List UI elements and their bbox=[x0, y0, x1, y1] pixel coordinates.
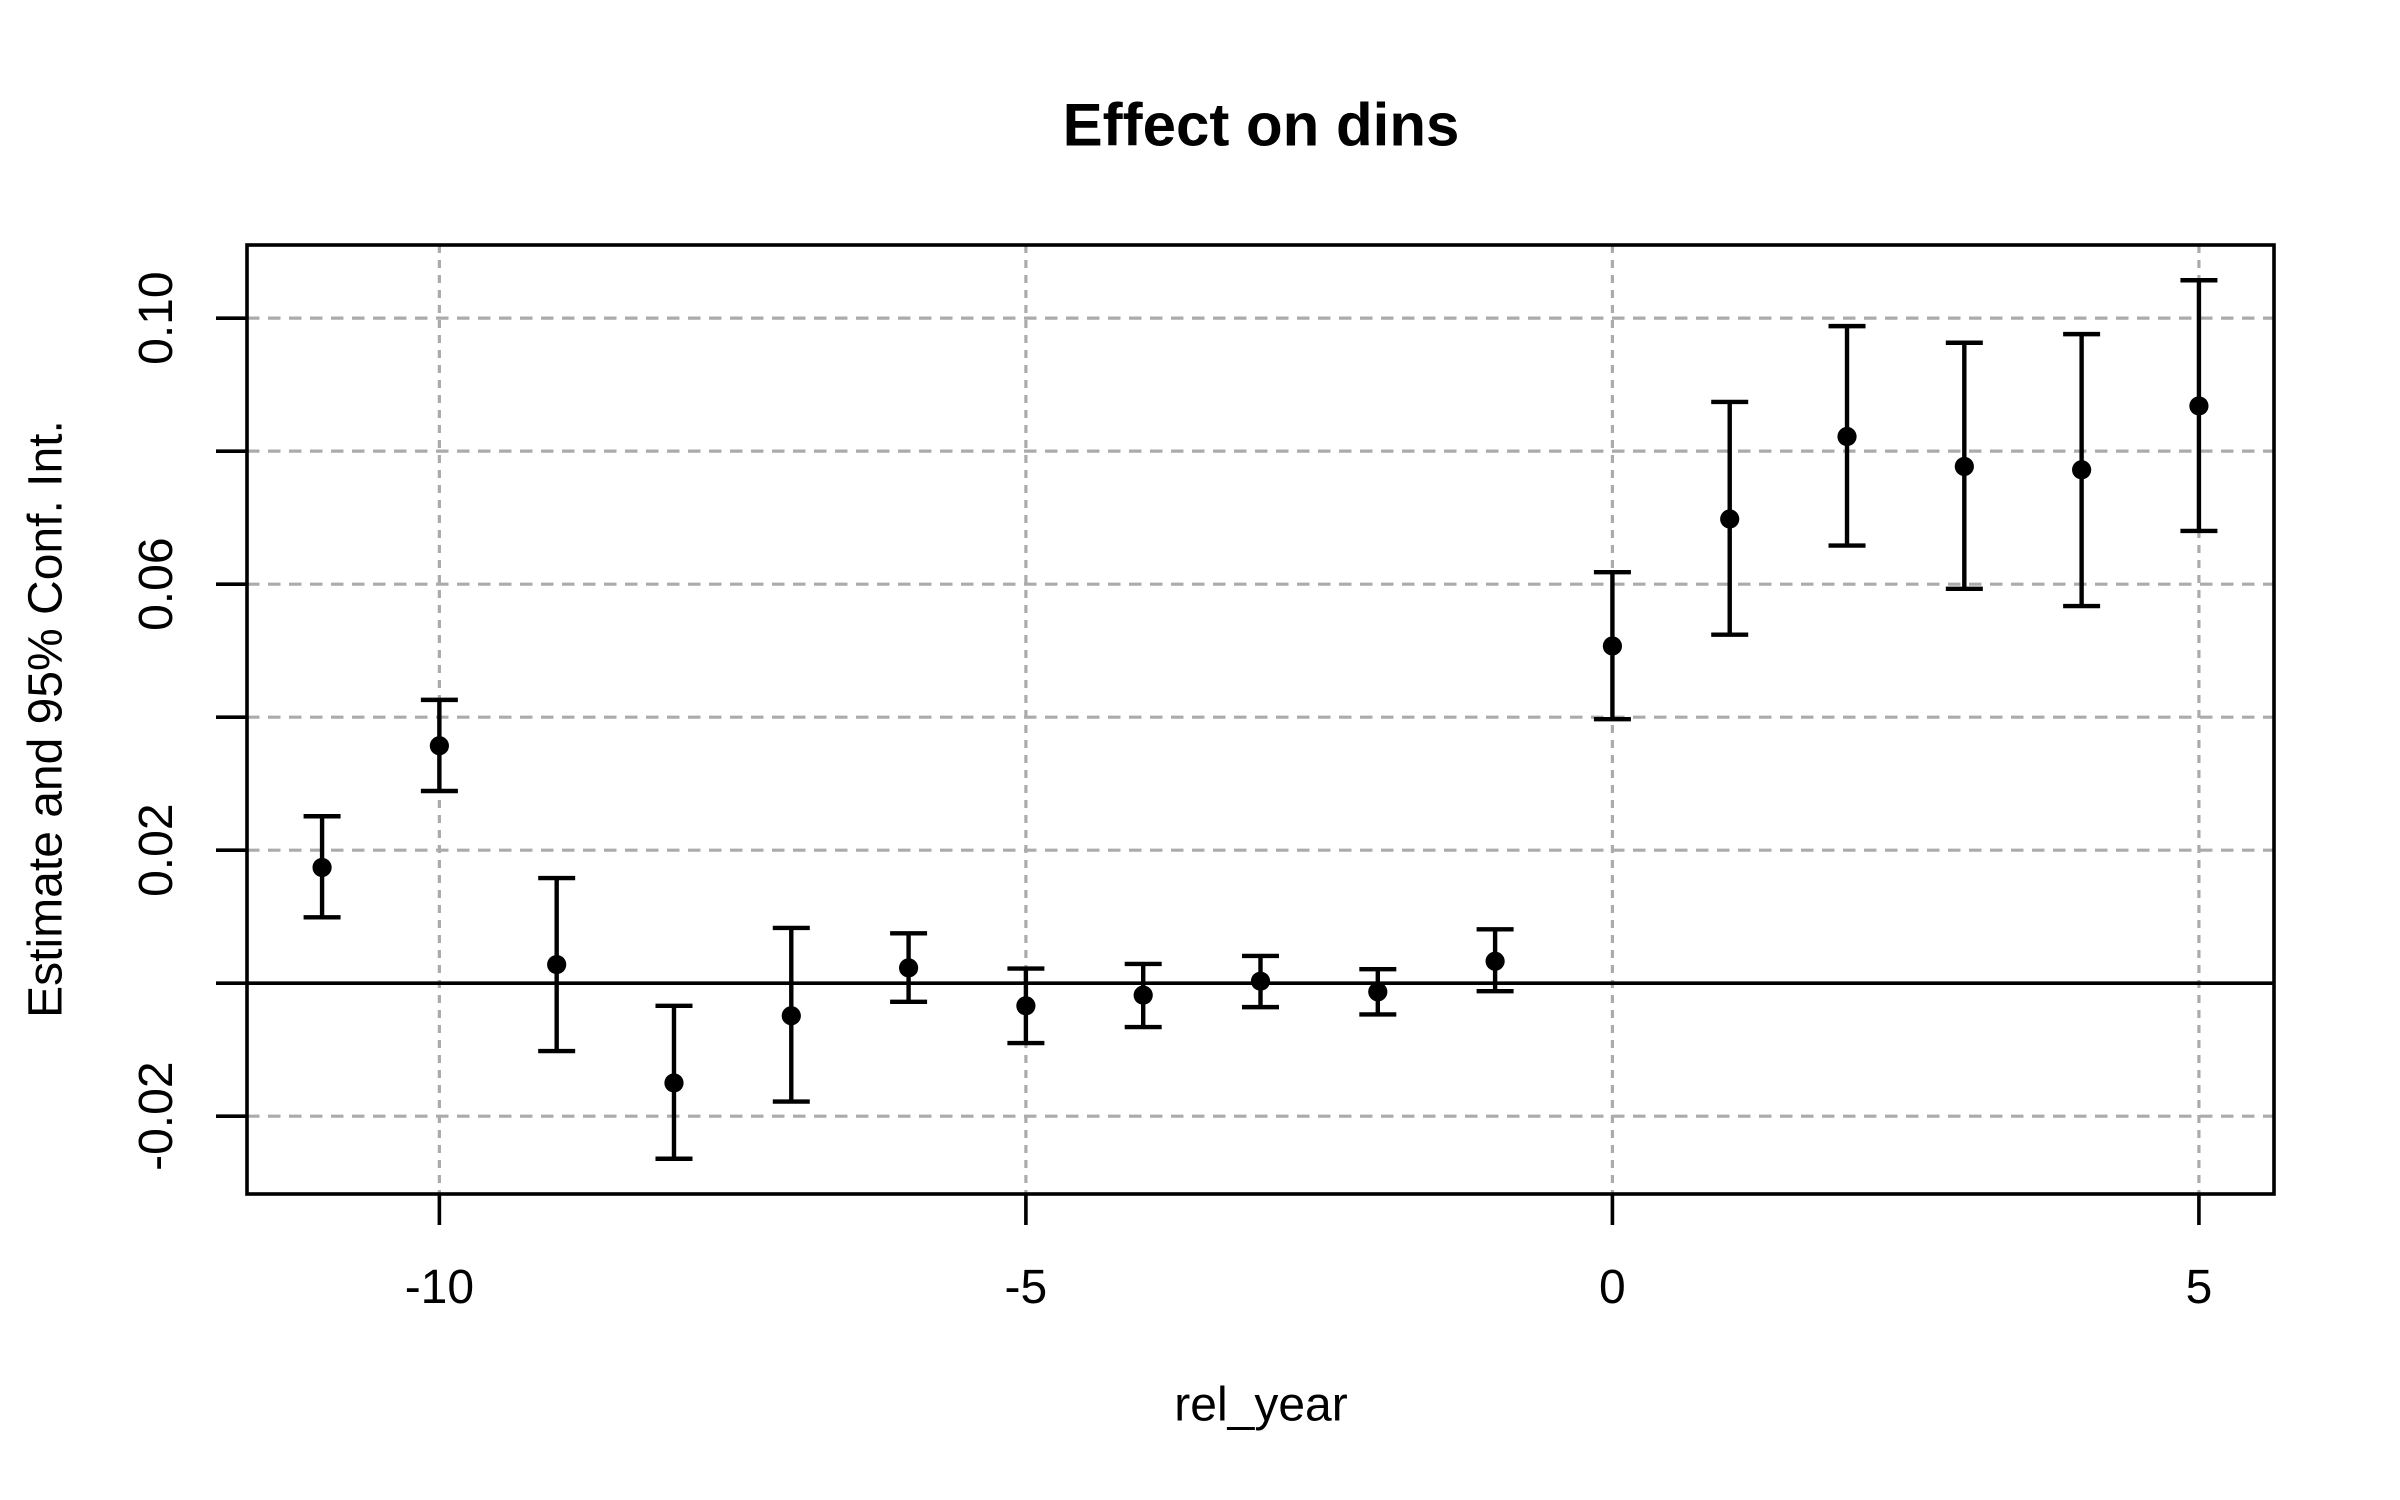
data-point bbox=[1016, 996, 1036, 1016]
y-tick-label: 0.06 bbox=[130, 537, 183, 630]
y-tick-label: -0.02 bbox=[130, 1061, 183, 1170]
data-point bbox=[664, 1073, 684, 1093]
data-point bbox=[1368, 982, 1388, 1002]
data-point bbox=[781, 1006, 801, 1026]
y-tick-label: 0.02 bbox=[130, 803, 183, 896]
plot-box bbox=[245, 243, 2276, 1196]
data-point bbox=[547, 954, 567, 975]
data-point bbox=[1133, 985, 1153, 1005]
x-tick-label: -10 bbox=[405, 1261, 474, 1314]
y-axis-title: Estimate and 95% Conf. Int. bbox=[19, 420, 73, 1018]
data-point bbox=[898, 958, 919, 978]
chart-title: Effect on dins bbox=[1062, 91, 1460, 159]
data-point bbox=[1954, 456, 1974, 477]
x-tick-label: 0 bbox=[1599, 1261, 1626, 1314]
data-point bbox=[312, 857, 332, 878]
data-point bbox=[1837, 426, 1857, 447]
x-tick-label: -5 bbox=[1005, 1261, 1048, 1314]
data-point bbox=[1720, 509, 1740, 529]
y-tick-label: 0.10 bbox=[130, 271, 183, 364]
data-point bbox=[2189, 396, 2209, 416]
data-point bbox=[1485, 951, 1505, 971]
data-point bbox=[1250, 971, 1271, 991]
data-point bbox=[1602, 636, 1623, 656]
data-point bbox=[429, 736, 449, 756]
x-axis-title: rel_year bbox=[1174, 1378, 1348, 1432]
x-tick-label: 5 bbox=[2186, 1261, 2213, 1314]
data-point bbox=[2072, 460, 2092, 480]
